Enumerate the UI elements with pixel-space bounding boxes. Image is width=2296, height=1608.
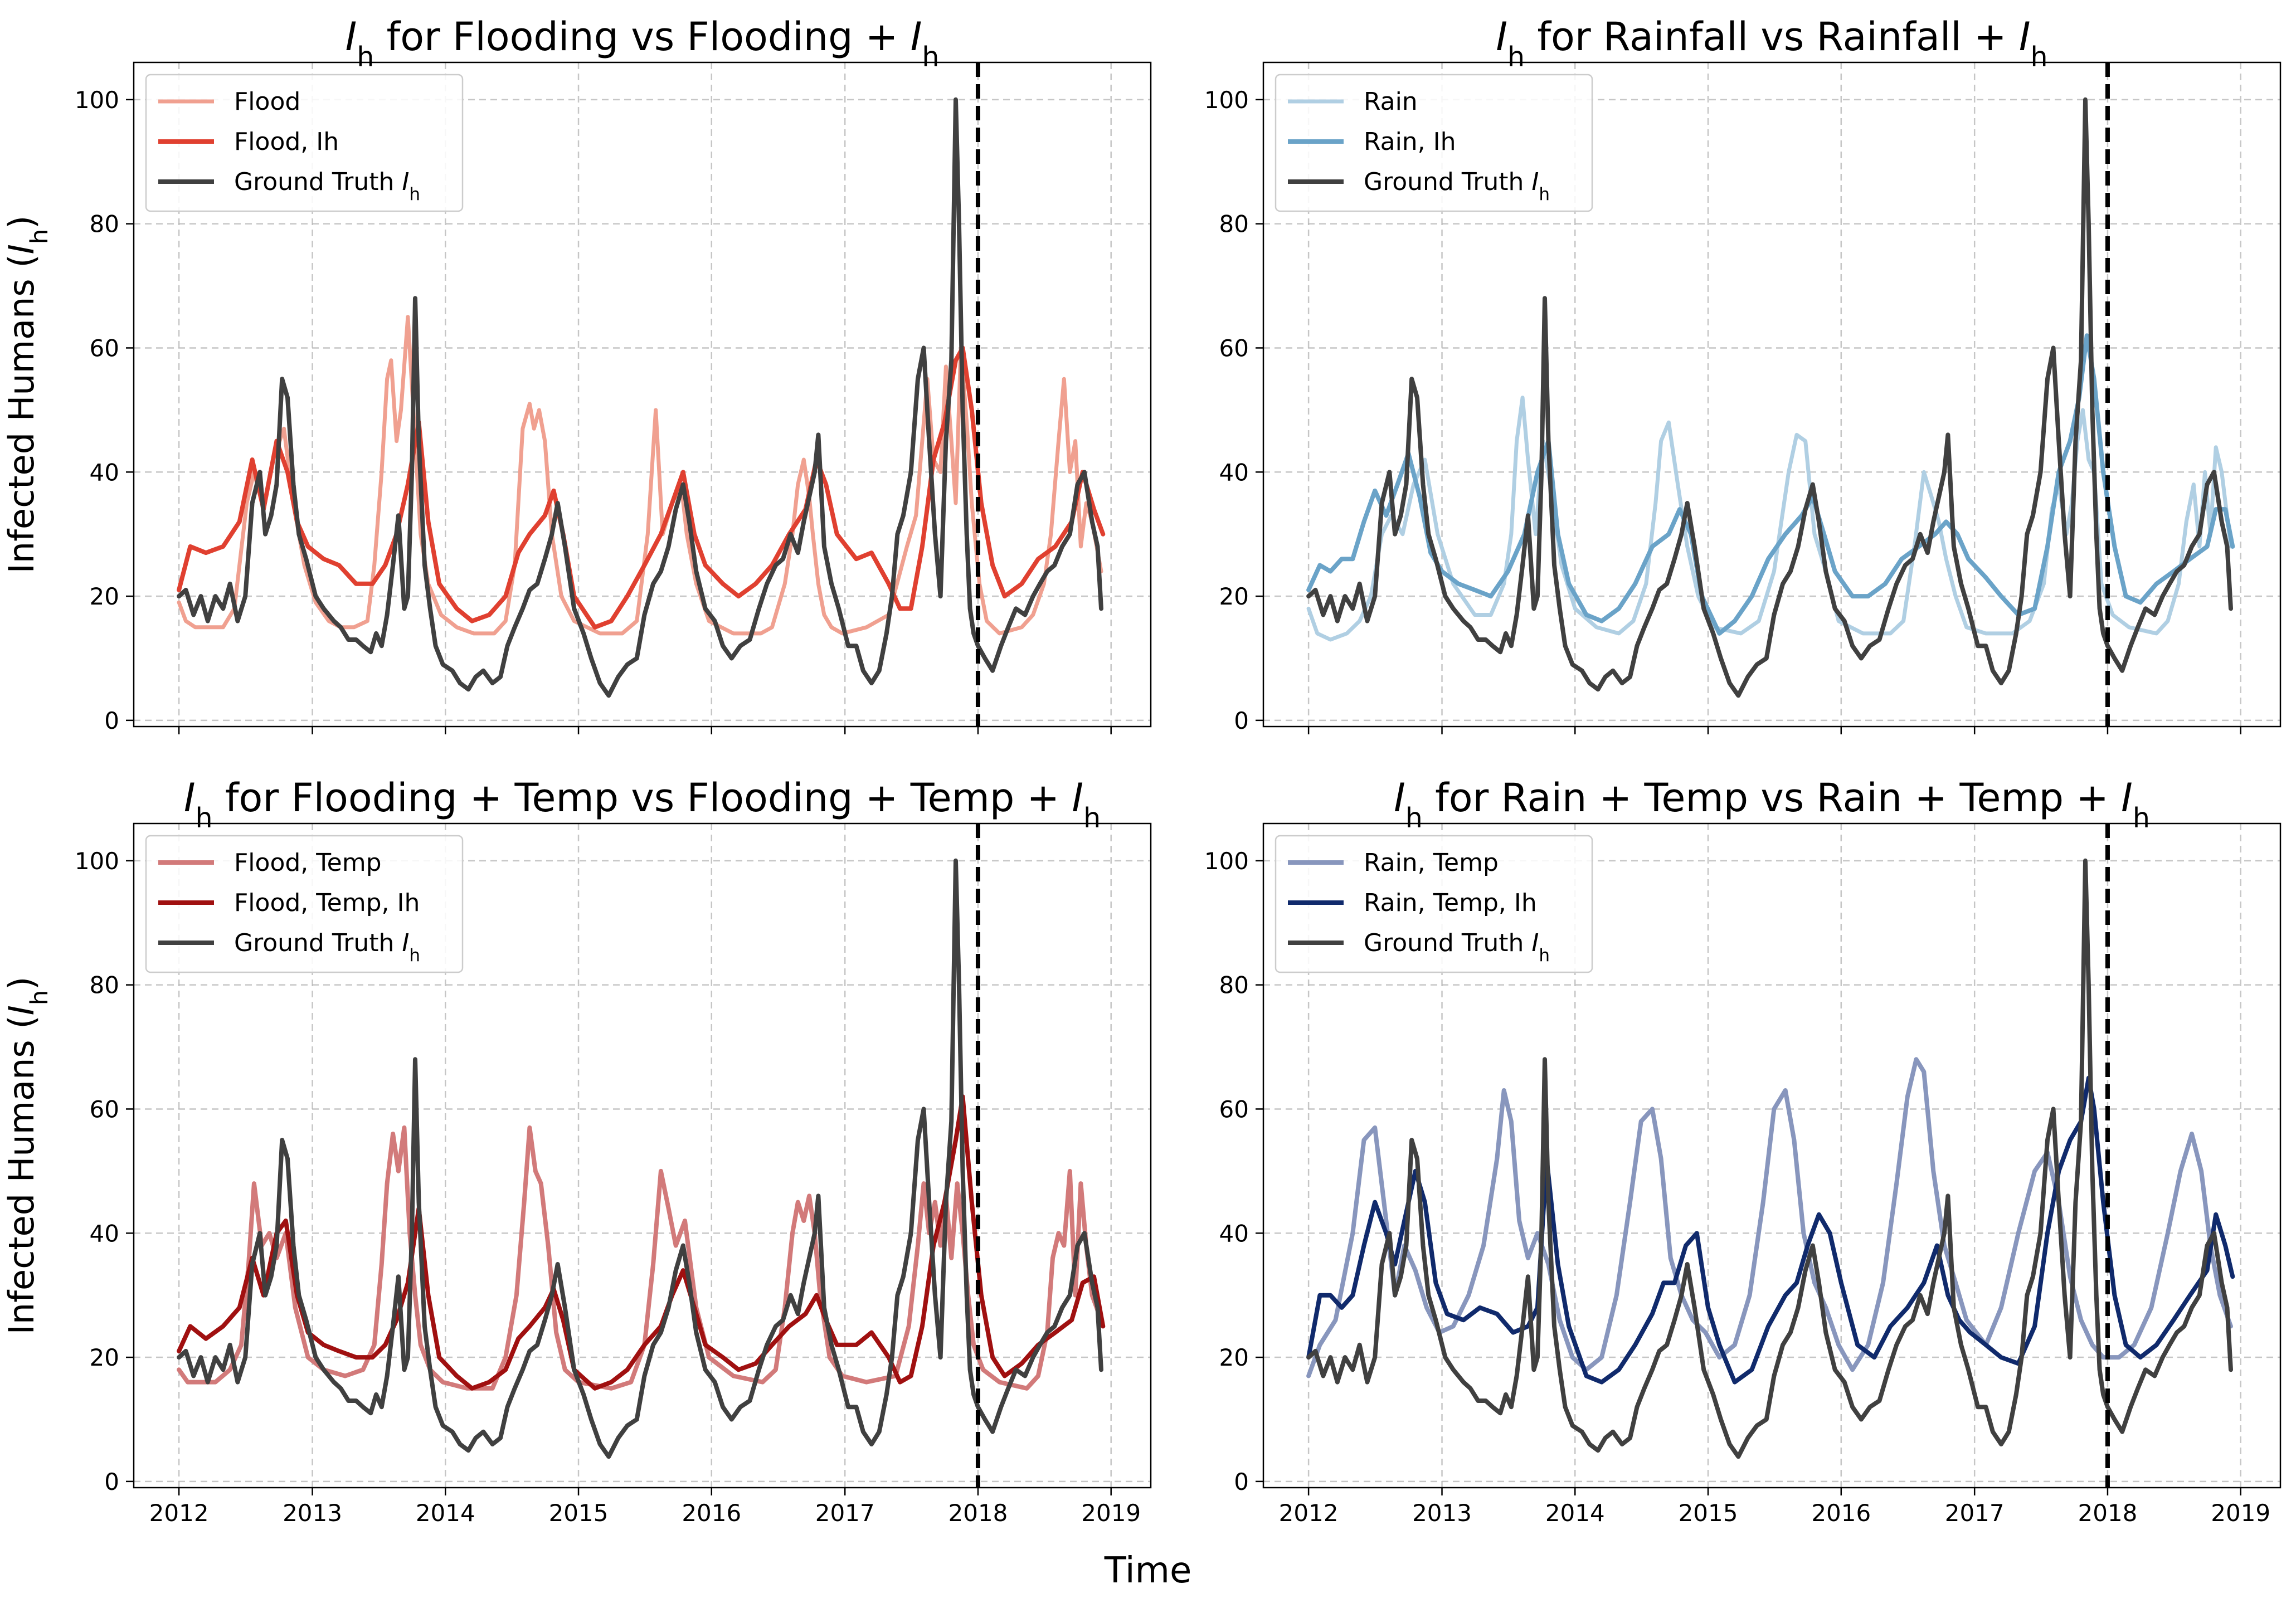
series-line-2: [177, 345, 1106, 630]
y-tick-label: 0: [104, 707, 119, 734]
legend-label: Rain, Temp: [1364, 849, 1499, 877]
y-tick-label: 60: [1219, 1095, 1249, 1123]
y-tick-label: 20: [90, 1344, 119, 1371]
x-tick-label: 2015: [549, 1499, 609, 1527]
y-tick-label: 80: [90, 972, 119, 999]
y-tick-label: 0: [1234, 1468, 1249, 1495]
legend-label: Flood, Temp: [234, 849, 382, 877]
y-tick-label: 0: [104, 1468, 119, 1495]
y-tick-label: 100: [75, 847, 119, 875]
y-tick-label: 40: [90, 1220, 119, 1247]
plot-area: [1306, 97, 2235, 698]
plot-area: [177, 97, 1106, 698]
y-axis-label: Infected Humans (Ih): [1, 216, 53, 574]
x-tick-label: 2012: [149, 1499, 209, 1527]
y-tick-label: 100: [1204, 86, 1249, 114]
legend-label: Ground Truth Ih: [234, 929, 420, 966]
axes-frame: [133, 61, 1152, 728]
axes-frame: [1262, 61, 2282, 728]
legend: Rain Rain, Ih Ground Truth Ih: [1275, 74, 1593, 212]
chart-panel-1: 0 20 40 60 80 100 Ih for Flooding vs Flooding …: [1, 14, 1152, 734]
series-line-3: [177, 97, 1103, 698]
chart-title: Ih for Rain + Temp vs Rain + Temp + Ih: [1394, 775, 2150, 834]
y-tick-label: 80: [90, 211, 119, 238]
x-tick-label: 2018: [2078, 1499, 2138, 1527]
legend-label: Rain, Temp, Ih: [1364, 889, 1537, 917]
legend-label: Ground Truth Ih: [1364, 929, 1550, 966]
x-tick-label: 2018: [948, 1499, 1008, 1527]
y-tick-label: 100: [1204, 847, 1249, 875]
y-tick-label: 20: [1219, 1344, 1249, 1371]
chart-panel-4: 2012 2013 2014 2015 2016 2017 2018 2019 0 20 40 60 8…: [1204, 775, 2282, 1527]
plot-area: [1306, 858, 2235, 1459]
y-tick-label: 40: [1219, 459, 1249, 486]
x-tick-label: 2012: [1279, 1499, 1339, 1527]
x-tick-label: 2019: [1081, 1499, 1141, 1527]
legend-label: Ground Truth Ih: [234, 168, 420, 204]
legend-box: [1275, 74, 1593, 212]
y-tick-label: 40: [90, 459, 119, 486]
x-tick-label: 2013: [283, 1499, 342, 1527]
legend-label: Flood, Temp, Ih: [234, 889, 420, 917]
legend-box: [1275, 835, 1593, 973]
y-tick-label: 80: [1219, 211, 1249, 238]
y-tick-label: 20: [1219, 583, 1249, 610]
figure-xlabel: Time: [1104, 1550, 1192, 1591]
y-tick-label: 60: [1219, 334, 1249, 362]
legend: Flood Flood, Ih Ground Truth Ih: [145, 74, 464, 212]
legend: Rain, Temp Rain, Temp, Ih Ground Truth Ih: [1275, 835, 1593, 973]
legend-label: Flood, Ih: [234, 128, 339, 156]
chart-panel-2: 0 20 40 60 80 100 Ih for Rainfall vs Rainfall …: [1204, 14, 2282, 734]
axes-frame: [133, 822, 1152, 1489]
legend-label: Ground Truth Ih: [1364, 168, 1550, 204]
series-line-3: [177, 858, 1103, 1459]
series-line-3: [1306, 97, 2233, 698]
legend-box: [145, 835, 464, 973]
x-tick-label: 2014: [416, 1499, 475, 1527]
legend-label: Flood: [234, 87, 300, 116]
legend: Flood, Temp Flood, Temp, Ih Ground Truth I…: [145, 835, 464, 973]
x-tick-label: 2019: [2211, 1499, 2270, 1527]
y-tick-label: 20: [90, 583, 119, 610]
legend-label: Rain, Ih: [1364, 128, 1456, 156]
y-tick-label: 0: [1234, 707, 1249, 734]
plot-area: [177, 858, 1106, 1459]
y-tick-label: 60: [90, 334, 119, 362]
series-line-3: [1306, 858, 2233, 1459]
chart-title: Ih for Rainfall vs Rainfall + Ih: [1496, 14, 2047, 73]
y-axis-label: Infected Humans (Ih): [1, 977, 53, 1335]
x-tick-label: 2016: [1811, 1499, 1871, 1527]
y-tick-label: 60: [90, 1095, 119, 1123]
x-tick-label: 2016: [682, 1499, 741, 1527]
x-tick-label: 2014: [1545, 1499, 1605, 1527]
chart-panel-3: 2012 2013 2014 2015 2016 2017 2018 2019 0 20 40 60 8…: [1, 775, 1152, 1527]
y-tick-label: 80: [1219, 972, 1249, 999]
x-tick-label: 2013: [1412, 1499, 1472, 1527]
chart-title: Ih for Flooding + Temp vs Flooding + Tem…: [184, 775, 1101, 834]
series-line-2: [177, 1094, 1106, 1391]
legend-box: [145, 74, 464, 212]
y-tick-label: 100: [75, 86, 119, 114]
x-tick-label: 2017: [1945, 1499, 2005, 1527]
legend-label: Rain: [1364, 87, 1418, 116]
axes-frame: [1262, 822, 2282, 1489]
y-tick-label: 40: [1219, 1220, 1249, 1247]
x-tick-label: 2015: [1679, 1499, 1738, 1527]
chart-title: Ih for Flooding vs Flooding + Ih: [346, 14, 940, 73]
x-tick-label: 2017: [815, 1499, 875, 1527]
